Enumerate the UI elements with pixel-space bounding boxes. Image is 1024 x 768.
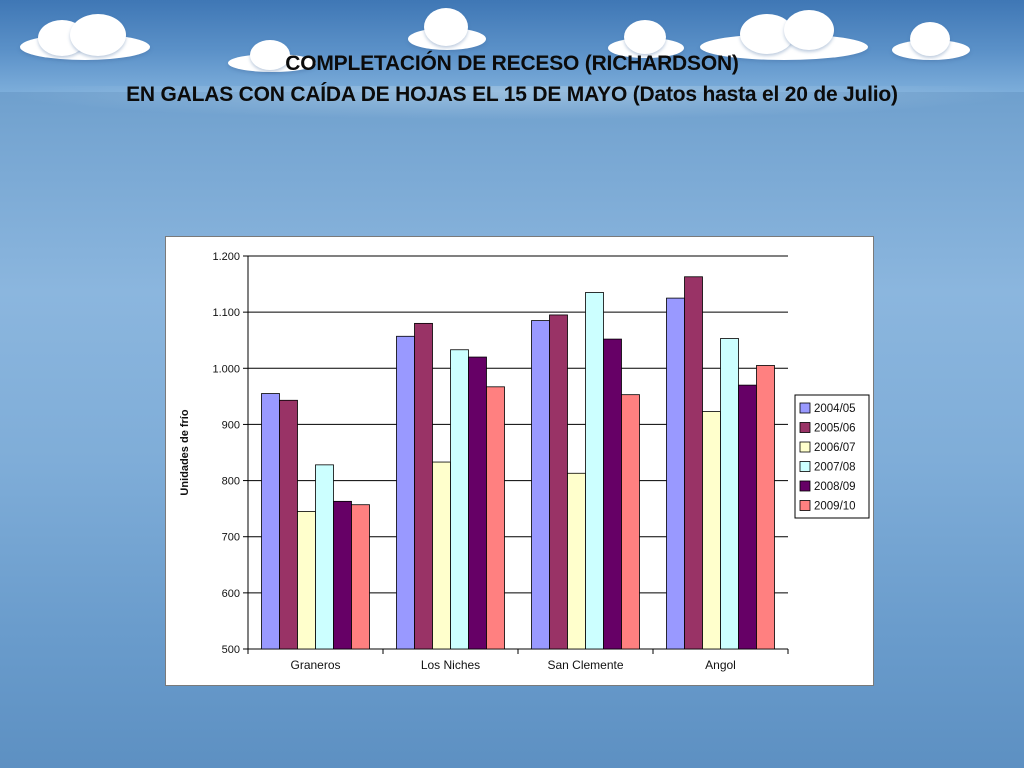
y-tick-label: 1.100 bbox=[212, 307, 240, 319]
x-tick-label: Graneros bbox=[290, 658, 340, 672]
y-tick-label: 500 bbox=[222, 644, 240, 656]
y-tick-label: 900 bbox=[222, 419, 240, 431]
legend-swatch bbox=[799, 441, 811, 453]
y-tick-label: 1.200 bbox=[212, 251, 240, 263]
bar-2006-07-angol bbox=[702, 411, 721, 650]
y-tick-label: 1.000 bbox=[212, 363, 240, 375]
legend-label: 2005/06 bbox=[814, 423, 856, 435]
y-tick-label: 700 bbox=[222, 532, 240, 544]
bar-2004-05-los-niches bbox=[396, 335, 415, 650]
cloud-decoration bbox=[700, 10, 870, 62]
cloud-decoration bbox=[228, 40, 318, 74]
bar-chart: 500 600 700 800 900 1.000 1.100 1.200 Unidades d… bbox=[179, 251, 870, 672]
y-tick-label: 600 bbox=[222, 588, 240, 600]
slide-title-line-1: COMPLETACIÓN DE RECESO (RICHARDSON) bbox=[285, 52, 739, 75]
legend-swatch bbox=[799, 402, 811, 414]
legend-label: 2008/09 bbox=[814, 481, 856, 493]
x-tick-label: Angol bbox=[705, 658, 736, 672]
x-tick-label: Los Niches bbox=[421, 658, 480, 672]
bar-2007-08-graneros bbox=[315, 464, 334, 650]
chart-container: 500 600 700 800 900 1.000 1.100 1.200 Unidades d… bbox=[165, 236, 874, 686]
legend-label: 2004/05 bbox=[814, 403, 856, 415]
legend-box bbox=[794, 394, 870, 519]
legend-swatch bbox=[799, 461, 811, 472]
legend-swatch bbox=[799, 422, 811, 433]
bar-2004-05-san-clemente bbox=[531, 320, 550, 650]
bar-2004-05-angol bbox=[666, 297, 685, 650]
bar-2008-09-graneros bbox=[333, 500, 352, 650]
bar-2007-08-los-niches bbox=[450, 349, 469, 650]
bar-2008-09-san-clemente bbox=[603, 338, 622, 650]
bar-2005-06-graneros bbox=[279, 399, 298, 650]
bar-2005-06-los-niches bbox=[414, 322, 433, 650]
horizon-glow bbox=[0, 86, 1024, 120]
slide-title-line-2: EN GALAS CON CAÍDA DE HOJAS EL 15 DE MAY… bbox=[126, 83, 898, 106]
bar-2009-10-angol bbox=[756, 365, 775, 650]
legend-label: 2009/10 bbox=[814, 501, 856, 513]
bar-2008-09-angol bbox=[738, 384, 757, 650]
y-axis-label: Unidades de frío bbox=[179, 409, 191, 495]
cloud-decoration bbox=[608, 20, 688, 60]
bar-2009-10-graneros bbox=[351, 504, 370, 650]
bar-2009-10-san-clemente bbox=[621, 394, 640, 650]
legend-swatch bbox=[799, 480, 811, 492]
y-tick-label: 800 bbox=[222, 476, 240, 488]
bar-2007-08-angol bbox=[720, 338, 739, 650]
bar-2006-07-graneros bbox=[297, 511, 316, 650]
bar-2005-06-san-clemente bbox=[549, 314, 568, 650]
legend-label: 2007/08 bbox=[814, 462, 856, 474]
cloud-decoration bbox=[892, 22, 972, 62]
x-tick-label: San Clemente bbox=[547, 658, 623, 672]
bar-2005-06-angol bbox=[684, 276, 703, 650]
legend-swatch bbox=[799, 500, 811, 511]
legend-label: 2006/07 bbox=[814, 442, 856, 454]
cloud-decoration bbox=[20, 14, 160, 62]
bar-2009-10-los-niches bbox=[486, 386, 505, 650]
bar-2008-09-los-niches bbox=[468, 356, 487, 650]
bar-2004-05-graneros bbox=[261, 393, 280, 650]
bar-2006-07-san-clemente bbox=[567, 472, 586, 650]
bar-2007-08-san-clemente bbox=[585, 292, 604, 650]
cloud-decoration bbox=[408, 8, 488, 52]
bar-2006-07-los-niches bbox=[432, 461, 451, 650]
